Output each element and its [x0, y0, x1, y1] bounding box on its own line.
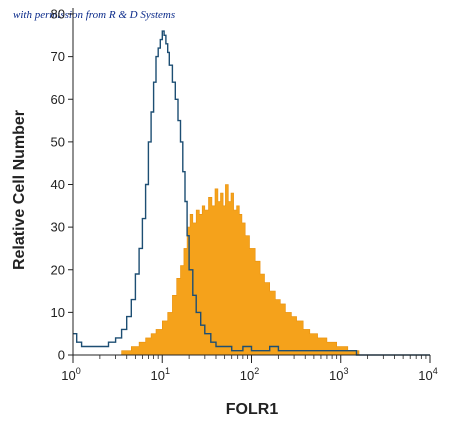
- y-tick-label: 0: [58, 348, 65, 363]
- x-tick-label: 104: [418, 366, 437, 383]
- x-tick-label: 102: [240, 366, 259, 383]
- y-tick-label: 70: [51, 49, 65, 64]
- y-tick-label: 60: [51, 92, 65, 107]
- y-tick-label: 50: [51, 134, 65, 149]
- y-tick-label: 40: [51, 177, 65, 192]
- y-tick-label: 30: [51, 220, 65, 235]
- x-tick-label: 101: [151, 366, 170, 383]
- series-filled-histogram: [73, 184, 430, 356]
- y-axis-label: Relative Cell Number: [11, 110, 28, 270]
- permission-watermark: with permission from R & D Systems: [13, 9, 176, 21]
- x-tick-label: 100: [61, 366, 80, 383]
- x-tick-label: 103: [329, 366, 348, 383]
- series-outline-histogram: [73, 30, 430, 356]
- y-tick-label: 20: [51, 262, 65, 277]
- x-axis-label: FOLR1: [226, 401, 279, 418]
- axes: 0 10 20 30 40 50 60 70 80 100 101 102 103 104: [51, 7, 438, 384]
- y-tick-label: 80: [51, 7, 65, 22]
- plot-area: [73, 30, 430, 356]
- y-tick-label: 10: [51, 305, 65, 320]
